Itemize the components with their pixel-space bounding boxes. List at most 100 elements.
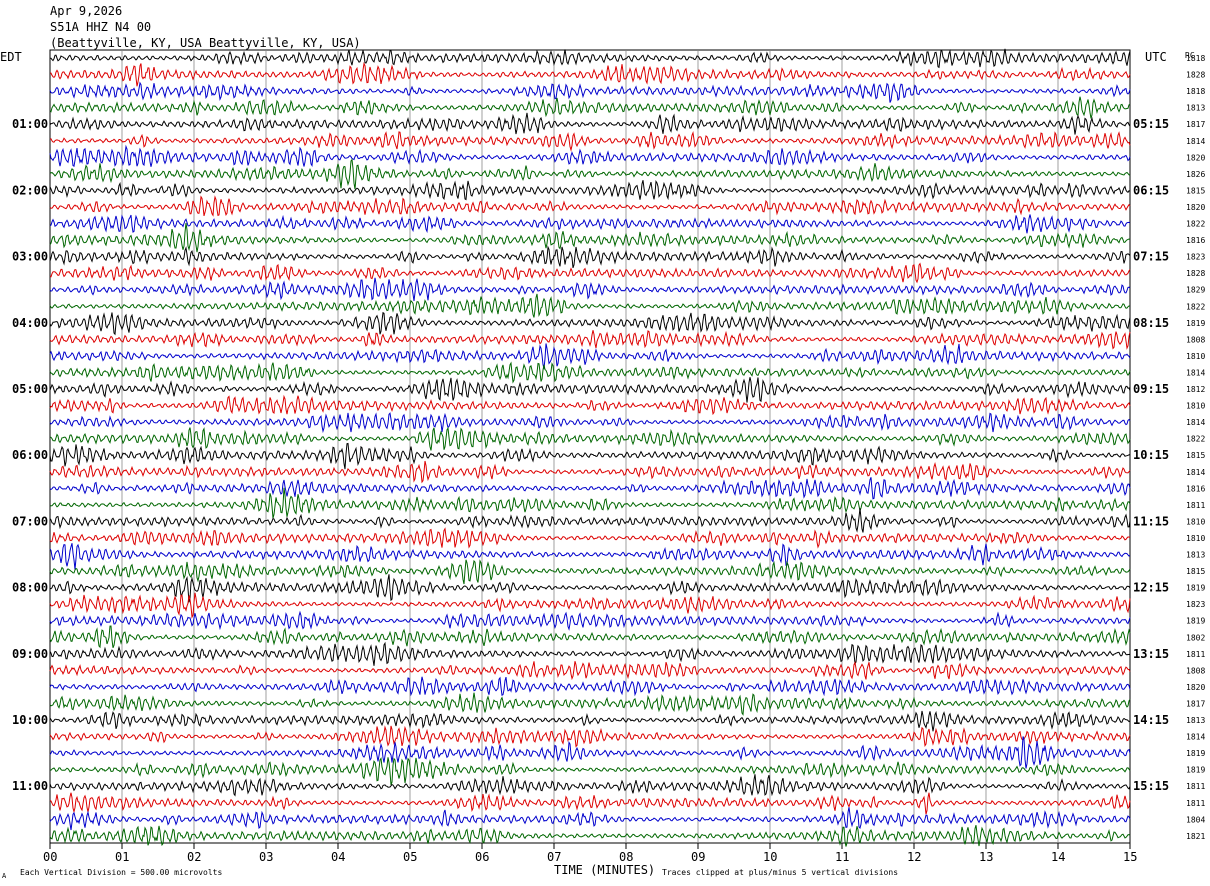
right-zone-label: UTC (1145, 50, 1167, 64)
seismic-trace-29 (49, 508, 1131, 533)
x-tick-label: 12 (907, 850, 921, 864)
seismic-trace-31 (49, 543, 1131, 570)
seismic-traces (49, 48, 1131, 847)
rc-value: 1828 (1186, 71, 1205, 80)
seismic-trace-5 (49, 112, 1131, 135)
rc-value: 1819 (1186, 749, 1205, 758)
rc-value: 1817 (1186, 699, 1205, 708)
edt-hour-label: 07:00 (12, 514, 48, 528)
seismic-trace-44 (49, 757, 1131, 786)
edt-hour-label: 06:00 (12, 448, 48, 462)
rc-value: 1811 (1186, 501, 1205, 510)
seismic-trace-46 (49, 792, 1131, 815)
rc-value: 1819 (1186, 584, 1205, 593)
scale-note: Each Vertical Division = 500.00 microvol… (20, 868, 222, 877)
rc-value: 1808 (1186, 666, 1205, 675)
rc-value: 1814 (1186, 733, 1205, 742)
seismic-trace-7 (49, 144, 1131, 168)
seismic-trace-10 (49, 195, 1131, 217)
seismic-trace-40 (49, 692, 1131, 716)
station-location: (Beattyville, KY, USA Beattyville, KY, U… (50, 36, 361, 50)
seismic-trace-24 (49, 426, 1131, 451)
rc-value: 1811 (1186, 650, 1205, 659)
x-tick-label: 05 (403, 850, 417, 864)
seismic-trace-48 (49, 825, 1131, 847)
rc-value: 1810 (1186, 534, 1205, 543)
seismic-trace-34 (49, 592, 1131, 619)
rc-value: 1820 (1186, 153, 1205, 162)
seismic-trace-3 (49, 81, 1131, 103)
seismic-trace-8 (49, 158, 1131, 190)
utc-hour-label: 12:15 (1133, 581, 1169, 595)
x-tick-label: 09 (691, 850, 705, 864)
rc-value: 1813 (1186, 716, 1205, 725)
seismic-trace-37 (49, 641, 1131, 666)
rc-value: 1816 (1186, 484, 1205, 493)
seismic-trace-22 (49, 394, 1131, 416)
rc-value: 1816 (1186, 236, 1205, 245)
rc-value: 1815 (1186, 567, 1205, 576)
seismic-trace-42 (49, 725, 1131, 748)
rc-value: 1822 (1186, 302, 1205, 311)
edt-hour-label: 03:00 (12, 250, 48, 264)
plot-frame (49, 49, 1131, 844)
seismic-trace-30 (49, 527, 1130, 549)
seismic-trace-23 (49, 412, 1131, 434)
utc-hour-label: 14:15 (1133, 713, 1169, 727)
rc-value: 1811 (1186, 782, 1205, 791)
seismic-trace-15 (49, 277, 1131, 301)
seismic-trace-35 (49, 610, 1131, 631)
utc-hour-label: 07:15 (1133, 250, 1169, 264)
utc-hour-label: 15:15 (1133, 779, 1169, 793)
rc-value: 1829 (1186, 286, 1205, 295)
utc-hour-label: 05:15 (1133, 117, 1169, 131)
edt-hour-label: 05:00 (12, 382, 48, 396)
x-tick-label: 03 (259, 850, 273, 864)
seismic-trace-20 (49, 361, 1131, 384)
seismic-trace-12 (49, 222, 1131, 253)
seismic-trace-13 (49, 245, 1131, 269)
seismic-trace-1 (50, 48, 1131, 69)
seismic-trace-11 (49, 214, 1131, 234)
seismic-trace-17 (49, 311, 1131, 336)
seismic-trace-36 (49, 625, 1131, 649)
logo-mark: A (2, 872, 7, 880)
edt-hour-label: 01:00 (12, 117, 48, 131)
plot-date: Apr 9,2026 (50, 4, 123, 18)
x-tick-label: 13 (979, 850, 993, 864)
rc-value: 1820 (1186, 683, 1205, 692)
rc-value: 1814 (1186, 137, 1205, 146)
seismic-trace-45 (49, 774, 1131, 797)
x-tick-label: 01 (115, 850, 129, 864)
seismic-trace-25 (49, 442, 1131, 470)
x-tick-label: 15 (1123, 850, 1137, 864)
x-tick-label: 07 (547, 850, 561, 864)
seismic-trace-14 (49, 262, 1131, 284)
rc-value: 1814 (1186, 468, 1205, 477)
edt-hour-label: 02:00 (12, 183, 48, 197)
seismic-trace-47 (49, 807, 1131, 831)
x-tick-label: 02 (187, 850, 201, 864)
utc-hour-label: 11:15 (1133, 514, 1169, 528)
clip-note: Traces clipped at plus/minus 5 vertical … (662, 868, 898, 877)
seismic-trace-21 (49, 377, 1131, 403)
rc-value: 1810 (1186, 402, 1205, 411)
rc-value: 1815 (1186, 186, 1205, 195)
seismic-trace-39 (49, 676, 1131, 697)
seismic-trace-27 (49, 477, 1131, 500)
rc-value: 1812 (1186, 385, 1205, 394)
rc-value: 1821 (1186, 832, 1205, 841)
plot-grid (49, 49, 1131, 844)
seismic-trace-2 (49, 61, 1131, 87)
utc-hour-label: 09:15 (1133, 382, 1169, 396)
rc-value: 1804 (1186, 815, 1205, 824)
x-tick-label: 08 (619, 850, 633, 864)
rc-value: 1826 (1186, 170, 1205, 179)
rc-value: 1813 (1186, 551, 1205, 560)
edt-hour-label: 09:00 (12, 647, 48, 661)
rc-value: 1814 (1186, 368, 1205, 377)
seismic-trace-28 (49, 487, 1131, 519)
seismic-trace-6 (49, 131, 1131, 152)
rc-value: 1814 (1186, 418, 1205, 427)
